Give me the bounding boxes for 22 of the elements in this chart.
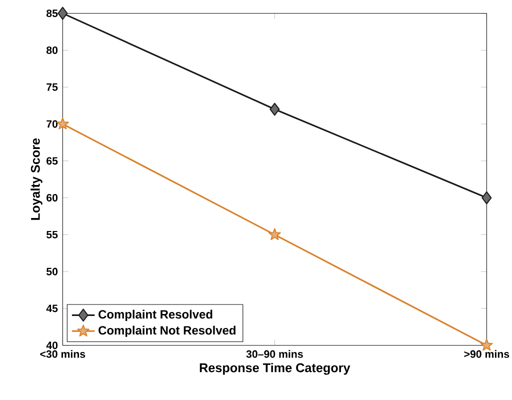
y-tick-label: 45 — [46, 304, 58, 312]
y-tick-label: 70 — [46, 120, 58, 128]
x-tick-label: <30 mins — [40, 350, 86, 358]
legend-label: Complaint Not Resolved — [98, 326, 236, 337]
x-tick-label: 30–90 mins — [246, 350, 303, 358]
legend-label: Complaint Resolved — [98, 310, 212, 321]
x-tick-label: >90 mins — [464, 350, 510, 358]
point — [58, 6, 68, 20]
y-tick-label: 40 — [46, 342, 58, 350]
point — [270, 102, 280, 116]
y-tick-label: 65 — [46, 157, 58, 165]
y-tick-label: 75 — [46, 83, 58, 91]
y-tick-label: 85 — [46, 10, 58, 18]
point — [482, 191, 492, 204]
point — [268, 228, 281, 240]
y-tick-label: 50 — [46, 268, 58, 276]
point — [480, 338, 493, 351]
y-tick-label: 60 — [46, 194, 58, 202]
y-tick-label: 55 — [46, 230, 58, 238]
y-tick-label: 80 — [46, 46, 58, 54]
y-axis-title: Loyalty Score — [30, 138, 42, 220]
x-axis-title: Response Time Category — [200, 362, 350, 375]
